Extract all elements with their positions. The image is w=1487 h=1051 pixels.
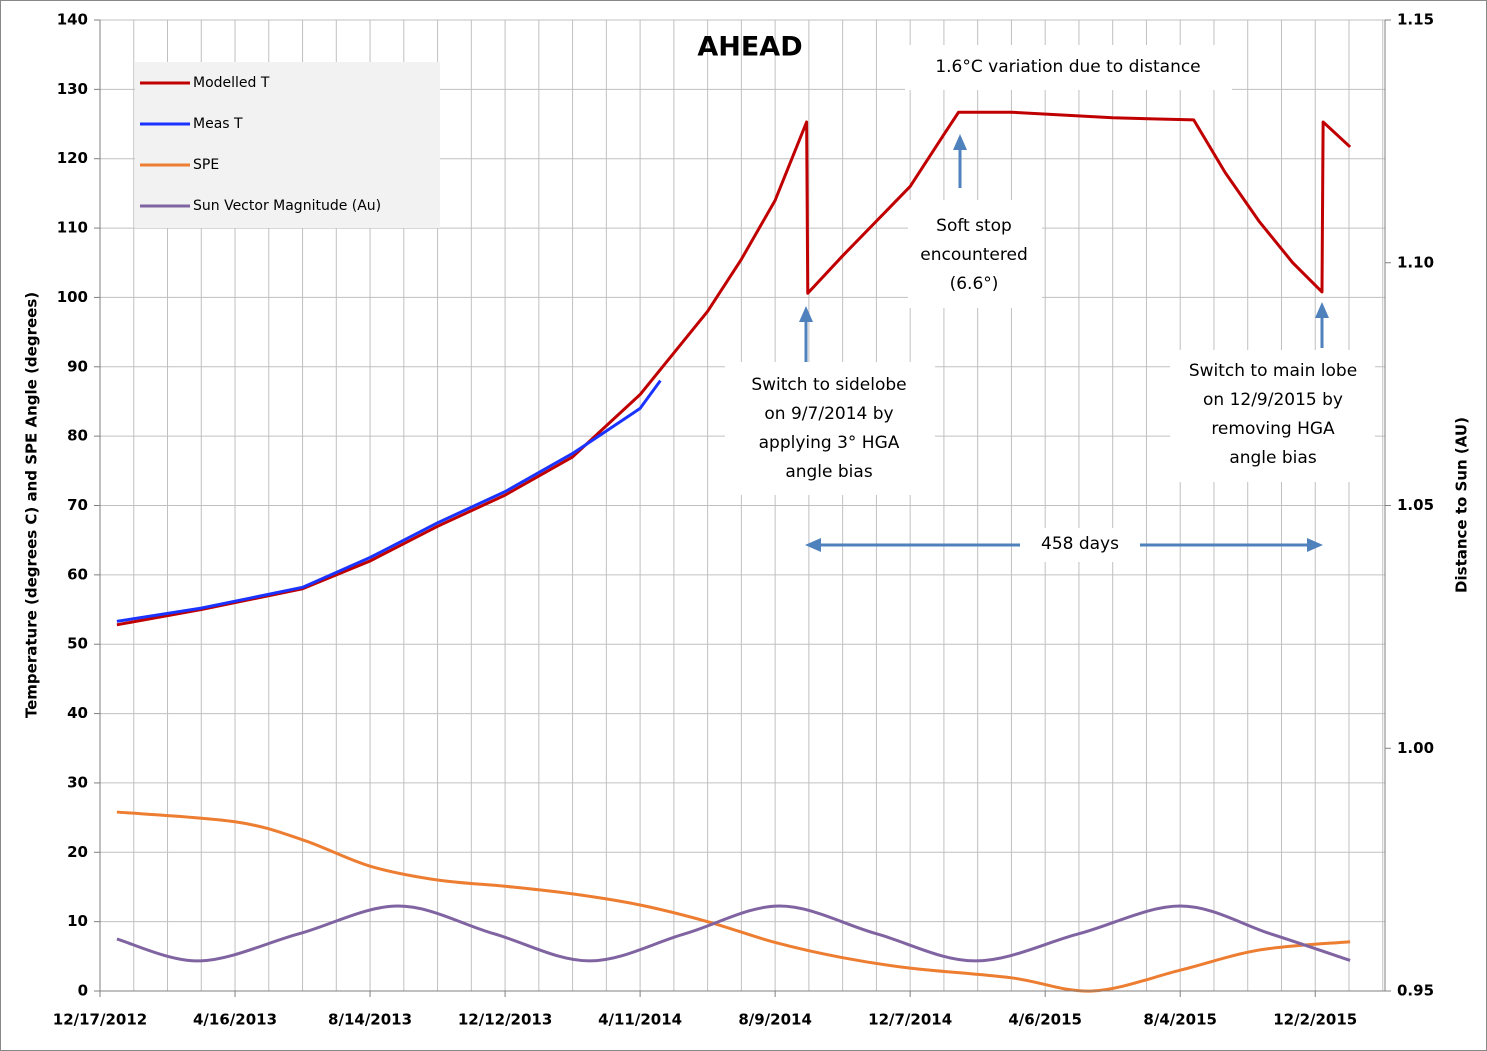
chart-title: AHEAD: [697, 32, 802, 63]
y2-tick-label: 1.05: [1397, 496, 1434, 514]
arrows: [799, 134, 1329, 552]
y-tick-label: 20: [67, 843, 88, 861]
annotations: 1.6°C variation due to distance Soft stop…: [725, 45, 1375, 562]
y-tick-label: 70: [67, 496, 88, 514]
y-tick-label: 30: [67, 773, 88, 791]
annotation: 1.6°C variation due to distance: [935, 57, 1200, 77]
y-tick-label: 130: [57, 80, 88, 98]
y-tick-label: 120: [57, 149, 88, 167]
annotation: Switch to main lobe: [1189, 361, 1357, 381]
x-tick-label: 12/7/2014: [868, 1011, 952, 1029]
arrow-head: [953, 134, 967, 150]
x-tick-label: 4/11/2014: [598, 1011, 682, 1029]
annotation: applying 3° HGA: [759, 433, 900, 453]
annotation: 458 days: [1041, 534, 1119, 554]
legend-label: Modelled T: [193, 75, 270, 91]
y-tick-label: 0: [78, 982, 88, 1000]
legend-box: [135, 62, 440, 228]
legend-label: SPE: [193, 157, 219, 173]
annotation-box: [725, 362, 935, 495]
y-tick-label: 80: [67, 427, 88, 445]
x-tick-label: 4/16/2013: [193, 1011, 277, 1029]
arrow-head: [1315, 302, 1329, 318]
y-tick-label: 10: [67, 912, 88, 930]
y-axis-label: Temperature (degrees C) and SPE Angle (d…: [23, 292, 41, 718]
annotation: Switch to sidelobe: [751, 375, 906, 395]
series-line: [116, 110, 1352, 627]
legend-label: Meas T: [193, 116, 243, 132]
y2-tick-label: 1.10: [1397, 253, 1434, 271]
axes: 0 10 20 30 40 50 60 70 80 90 100 110 120 130 140 0.95 1.…: [53, 11, 1434, 1029]
y-tick-label: 90: [67, 357, 88, 375]
x-tick-label: 8/4/2015: [1143, 1011, 1217, 1029]
y-tick-label: 110: [57, 219, 88, 237]
legend-label: Sun Vector Magnitude (Au): [193, 198, 381, 214]
annotation: Soft stop: [936, 216, 1012, 236]
annotation: on 9/7/2014 by: [764, 404, 893, 424]
annotation: angle bias: [1229, 448, 1317, 468]
y2-tick-label: 1.00: [1397, 739, 1434, 757]
series-line: [116, 904, 1351, 963]
y-tick-label: 140: [57, 11, 88, 29]
y-tick-label: 50: [67, 635, 88, 653]
x-tick-label: 12/2/2015: [1273, 1011, 1357, 1029]
y-tick-label: 60: [67, 565, 88, 583]
arrow-head: [1307, 538, 1323, 552]
y-tick-label: 40: [67, 704, 88, 722]
annotation-box: [905, 45, 1232, 90]
annotation: removing HGA: [1211, 419, 1335, 439]
lines: [116, 110, 1352, 993]
x-tick-label: 4/6/2015: [1008, 1011, 1082, 1029]
y2-tick-label: 1.15: [1397, 11, 1434, 29]
annotation: angle bias: [785, 462, 873, 482]
y2-tick-label: 0.95: [1397, 982, 1434, 1000]
x-tick-label: 12/17/2012: [53, 1011, 147, 1029]
annotation: encountered: [920, 245, 1028, 265]
x-tick-label: 8/14/2013: [328, 1011, 412, 1029]
annotation-box: [1170, 350, 1375, 482]
annotation-box: [1022, 528, 1138, 562]
annotation: on 12/9/2015 by: [1203, 390, 1343, 410]
annotation-box: [908, 200, 1042, 308]
arrow-head: [799, 306, 813, 322]
x-tick-label: 8/9/2014: [738, 1011, 812, 1029]
y2-axis-label: Distance to Sun (AU): [1453, 417, 1471, 593]
arrow-head: [805, 538, 821, 552]
y-tick-label: 100: [57, 288, 88, 306]
annotation: (6.6°): [950, 274, 999, 294]
legend: Modelled T Meas T SPE Sun Vector Magnitude …: [140, 75, 381, 214]
series-line: [116, 379, 662, 623]
x-tick-label: 12/12/2013: [458, 1011, 552, 1029]
